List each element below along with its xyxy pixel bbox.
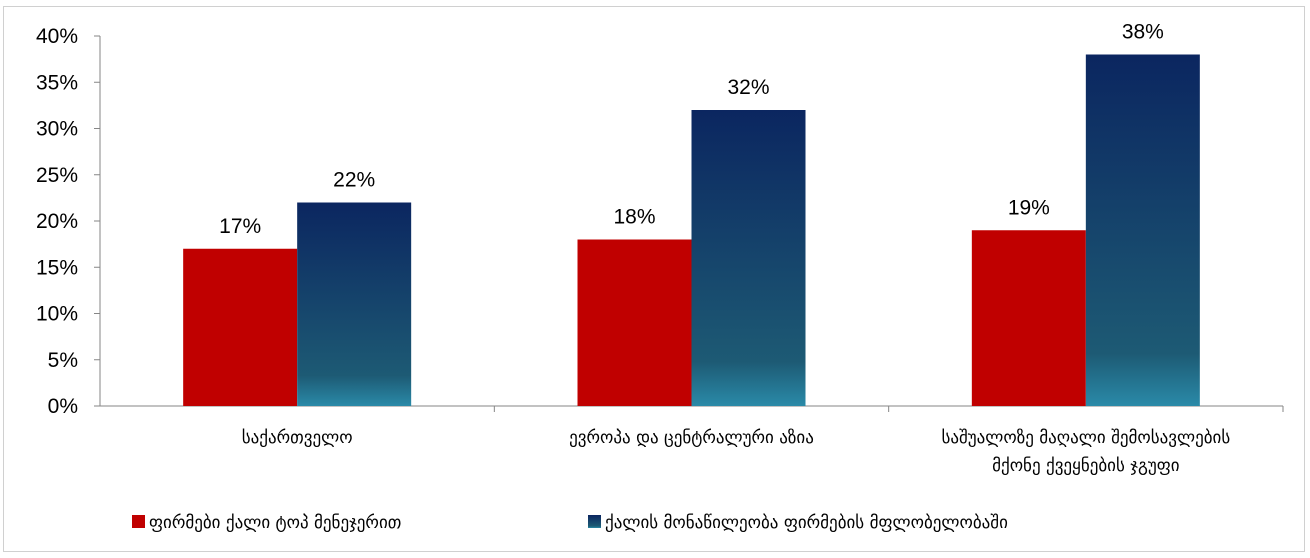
- y-tick-label: 5%: [48, 349, 78, 372]
- y-tick-label: 20%: [36, 210, 78, 233]
- data-labels: 17% 22% 18% 32% 19% 38%: [219, 21, 1164, 238]
- category-label: მქონე ქვეყნების ჯგუფი: [992, 456, 1179, 476]
- bar-series2-cat2: [691, 110, 806, 406]
- bar-series2-cat1: [297, 202, 412, 406]
- y-tick-label: 0%: [48, 395, 78, 418]
- bar-series1-cat1: [183, 248, 298, 406]
- data-label: 17%: [219, 215, 261, 238]
- bar-series1-cat2: [577, 239, 692, 406]
- bar-series2-cat3: [1085, 54, 1200, 406]
- data-label: 32%: [727, 76, 769, 99]
- category-label: საქართველო: [242, 428, 353, 448]
- bar-series1-cat3: [971, 230, 1086, 406]
- data-label: 18%: [613, 206, 655, 229]
- category-label: ევროპა და ცენტრალური აზია: [569, 428, 814, 448]
- legend-label: ფირმები ქალი ტოპ მენეჯერით: [149, 513, 401, 533]
- y-tick-label: 35%: [36, 71, 78, 94]
- legend: ფირმები ქალი ტოპ მენეჯერით ქალის მონაწილე…: [132, 513, 1008, 533]
- legend-swatch: [588, 515, 601, 528]
- y-tick-label: 40%: [36, 25, 78, 48]
- category-label: საშუალოზე მაღალი შემოსავლების: [941, 428, 1230, 448]
- bars: [183, 54, 1200, 406]
- data-label: 19%: [1008, 196, 1050, 219]
- data-label: 38%: [1122, 21, 1164, 44]
- legend-label: ქალის მონაწილეობა ფირმების მფლობელობაში: [605, 513, 1008, 533]
- y-tick-label: 25%: [36, 164, 78, 187]
- legend-swatch: [132, 515, 145, 528]
- y-tick-label: 30%: [36, 118, 78, 141]
- data-label: 22%: [333, 169, 375, 192]
- category-labels: საქართველო ევროპა და ცენტრალური აზია საშუა…: [242, 428, 1231, 476]
- y-tick-label: 10%: [36, 303, 78, 326]
- y-tick-label: 15%: [36, 256, 78, 279]
